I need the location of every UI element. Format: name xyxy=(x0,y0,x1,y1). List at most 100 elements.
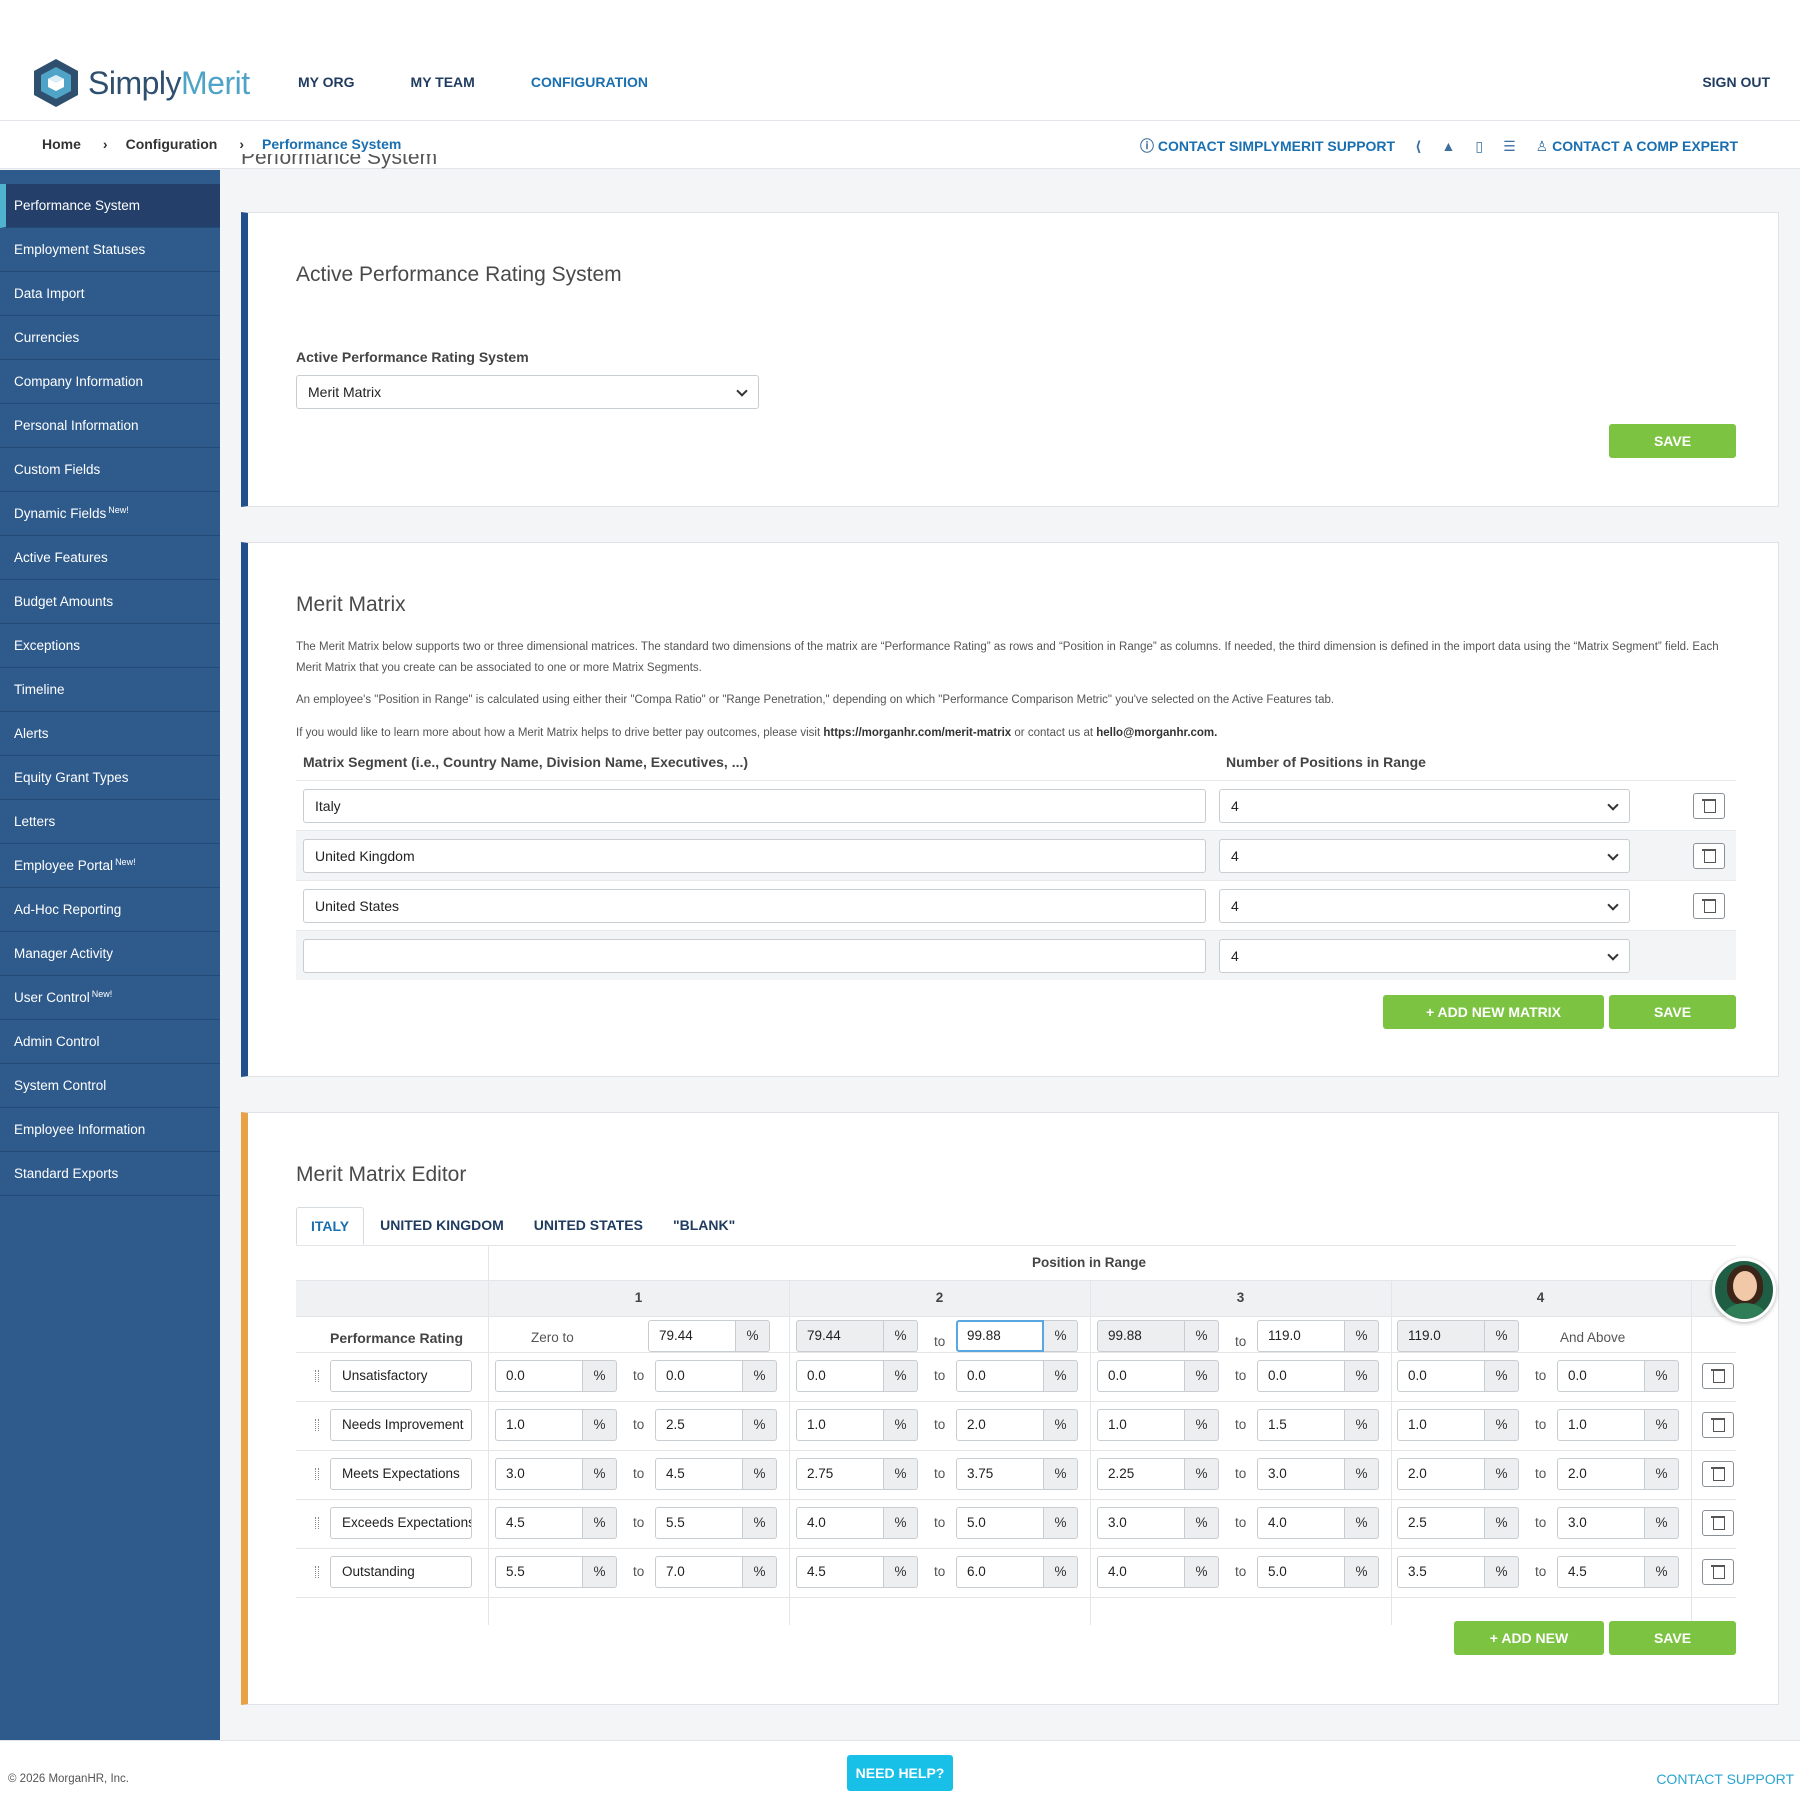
percent-input[interactable]: 4.5 xyxy=(796,1556,884,1588)
sidebar-item-company-information[interactable]: Company Information xyxy=(0,360,220,404)
percent-input[interactable]: 3.5 xyxy=(1397,1556,1485,1588)
percent-input[interactable]: 0.0 xyxy=(796,1360,884,1392)
percent-input[interactable]: 1.0 xyxy=(1557,1409,1645,1441)
percent-input[interactable]: 3.0 xyxy=(1097,1507,1185,1539)
percent-input[interactable]: 7.0 xyxy=(655,1556,743,1588)
drag-handle-icon[interactable] xyxy=(315,1517,319,1529)
support-link[interactable]: ⓘ CONTACT SIMPLYMERIT SUPPORT xyxy=(1139,138,1396,154)
percent-input[interactable]: 3.0 xyxy=(1557,1507,1645,1539)
sign-out-link[interactable]: SIGN OUT xyxy=(1702,74,1770,90)
percent-input[interactable]: 4.5 xyxy=(1557,1556,1645,1588)
rating-name-input[interactable]: Needs Improvement xyxy=(330,1409,472,1441)
breadcrumb-home[interactable]: Home xyxy=(42,136,81,152)
percent-input[interactable]: 2.0 xyxy=(1557,1458,1645,1490)
drag-handle-icon[interactable] xyxy=(315,1419,319,1431)
trash-icon[interactable] xyxy=(1702,1412,1734,1438)
nav-configuration[interactable]: CONFIGURATION xyxy=(530,74,649,90)
percent-input[interactable]: 4.5 xyxy=(495,1507,583,1539)
percent-input[interactable]: 4.0 xyxy=(796,1507,884,1539)
segment-name-input[interactable] xyxy=(303,939,1206,973)
percent-input[interactable]: 6.0 xyxy=(956,1556,1044,1588)
trash-icon[interactable] xyxy=(1702,1510,1734,1536)
sidebar-item-custom-fields[interactable]: Custom Fields xyxy=(0,448,220,492)
active-system-select[interactable]: Merit Matrix xyxy=(296,375,759,409)
sidebar-item-employee-information[interactable]: Employee Information xyxy=(0,1108,220,1152)
save-changes-button[interactable]: SAVE CHANGES xyxy=(1609,995,1736,1054)
breadcrumb-configuration[interactable]: Configuration xyxy=(125,136,218,152)
positions-select[interactable]: 4 xyxy=(1219,939,1630,973)
percent-input[interactable]: 1.0 xyxy=(1397,1409,1485,1441)
sidebar-item-active-features[interactable]: Active Features xyxy=(0,536,220,580)
trash-icon[interactable] xyxy=(1693,843,1725,869)
percent-input[interactable]: 5.5 xyxy=(495,1556,583,1588)
percent-input[interactable]: 119.0 xyxy=(1257,1320,1345,1352)
need-help-button[interactable]: NEED HELP? xyxy=(847,1755,953,1791)
sidebar-item-admin-control[interactable]: Admin Control xyxy=(0,1020,220,1064)
percent-input[interactable]: 79.44 xyxy=(648,1320,736,1352)
sidebar-item-manager-activity[interactable]: Manager Activity xyxy=(0,932,220,976)
percent-input[interactable]: 2.25 xyxy=(1097,1458,1185,1490)
percent-input[interactable]: 1.0 xyxy=(1097,1409,1185,1441)
sidebar-item-dynamic-fields[interactable]: Dynamic Fields New! xyxy=(0,492,220,536)
contact-support-link[interactable]: CONTACT SUPPORT xyxy=(1656,1771,1794,1787)
percent-input[interactable]: 5.5 xyxy=(655,1507,743,1539)
percent-input[interactable]: 0.0 xyxy=(655,1360,743,1392)
rating-name-input[interactable]: Outstanding xyxy=(330,1556,472,1588)
sidebar-item-user-control[interactable]: User Control New! xyxy=(0,976,220,1020)
trash-icon[interactable] xyxy=(1693,893,1725,919)
percent-input[interactable]: 2.0 xyxy=(1397,1458,1485,1490)
percent-input[interactable]: 4.0 xyxy=(1097,1556,1185,1588)
percent-input[interactable]: 0.0 xyxy=(1397,1360,1485,1392)
email-link[interactable]: hello@morganhr.com. xyxy=(1096,727,1218,739)
trash-icon[interactable] xyxy=(1702,1363,1734,1389)
percent-input[interactable]: 0.0 xyxy=(1557,1360,1645,1392)
percent-input[interactable]: 1.0 xyxy=(796,1409,884,1441)
percent-input[interactable]: 0.0 xyxy=(1257,1360,1345,1392)
drag-handle-icon[interactable] xyxy=(315,1468,319,1480)
percent-input[interactable]: 99.88 xyxy=(956,1320,1044,1352)
percent-input[interactable]: 5.0 xyxy=(1257,1556,1345,1588)
sidebar-item-budget-amounts[interactable]: Budget Amounts xyxy=(0,580,220,624)
sidebar-item-employment-statuses[interactable]: Employment Statuses xyxy=(0,228,220,272)
add-new-rating-button[interactable]: + ADD NEW RATING xyxy=(1454,1621,1604,1680)
percent-input[interactable]: 3.0 xyxy=(495,1458,583,1490)
simplymerit-logo[interactable]: SimplyMerit xyxy=(32,57,250,109)
sidebar-item-ad-hoc-reporting[interactable]: Ad-Hoc Reporting xyxy=(0,888,220,932)
document-icon[interactable]: ▯ xyxy=(1475,137,1484,154)
save-changes-button[interactable]: SAVE CHANGES xyxy=(1609,424,1736,483)
percent-input[interactable]: 2.5 xyxy=(655,1409,743,1441)
sidebar-item-system-control[interactable]: System Control xyxy=(0,1064,220,1108)
trash-icon[interactable] xyxy=(1702,1461,1734,1487)
percent-input[interactable]: 1.0 xyxy=(495,1409,583,1441)
tab-united-kingdom[interactable]: UNITED KINGDOM xyxy=(380,1217,504,1233)
percent-input[interactable]: 0.0 xyxy=(495,1360,583,1392)
percent-input[interactable]: 4.0 xyxy=(1257,1507,1345,1539)
sidebar-item-data-import[interactable]: Data Import xyxy=(0,272,220,316)
tab-blank[interactable]: "BLANK" xyxy=(672,1217,736,1233)
save-changes-button[interactable]: SAVE CHANGES xyxy=(1609,1621,1736,1680)
rating-name-input[interactable]: Meets Expectations xyxy=(330,1458,472,1490)
percent-input[interactable]: 2.5 xyxy=(1397,1507,1485,1539)
graduation-cap-icon[interactable]: ▲ xyxy=(1441,138,1456,154)
rating-name-input[interactable]: Exceeds Expectations xyxy=(330,1507,472,1539)
add-matrix-segment-button[interactable]: + ADD NEW MATRIX SEGMENT xyxy=(1383,995,1604,1054)
percent-input[interactable]: 3.0 xyxy=(1257,1458,1345,1490)
tab-united-states[interactable]: UNITED STATES xyxy=(533,1217,643,1233)
trash-icon[interactable] xyxy=(1693,793,1725,819)
sidebar-item-timeline[interactable]: Timeline xyxy=(0,668,220,712)
merit-matrix-link[interactable]: https://morganhr.com/merit-matrix xyxy=(823,727,1012,739)
positions-select[interactable]: 4 xyxy=(1219,789,1630,823)
sidebar-item-letters[interactable]: Letters xyxy=(0,800,220,844)
percent-input[interactable]: 2.0 xyxy=(956,1409,1044,1441)
sidebar-item-equity-grant-types[interactable]: Equity Grant Types xyxy=(0,756,220,800)
sidebar-item-personal-information[interactable]: Personal Information xyxy=(0,404,220,448)
nav-my-team[interactable]: MY TEAM xyxy=(410,74,475,90)
list-icon[interactable]: ☰ xyxy=(1503,137,1516,154)
drag-handle-icon[interactable] xyxy=(315,1370,319,1382)
assistant-avatar[interactable] xyxy=(1712,1258,1776,1322)
percent-input[interactable]: 0.0 xyxy=(956,1360,1044,1392)
comp-expert-link[interactable]: ♙ CONTACT A COMP EXPERT xyxy=(1535,137,1738,154)
sidebar-item-employee-portal[interactable]: Employee Portal New! xyxy=(0,844,220,888)
drag-handle-icon[interactable] xyxy=(315,1566,319,1578)
percent-input[interactable]: 3.75 xyxy=(956,1458,1044,1490)
